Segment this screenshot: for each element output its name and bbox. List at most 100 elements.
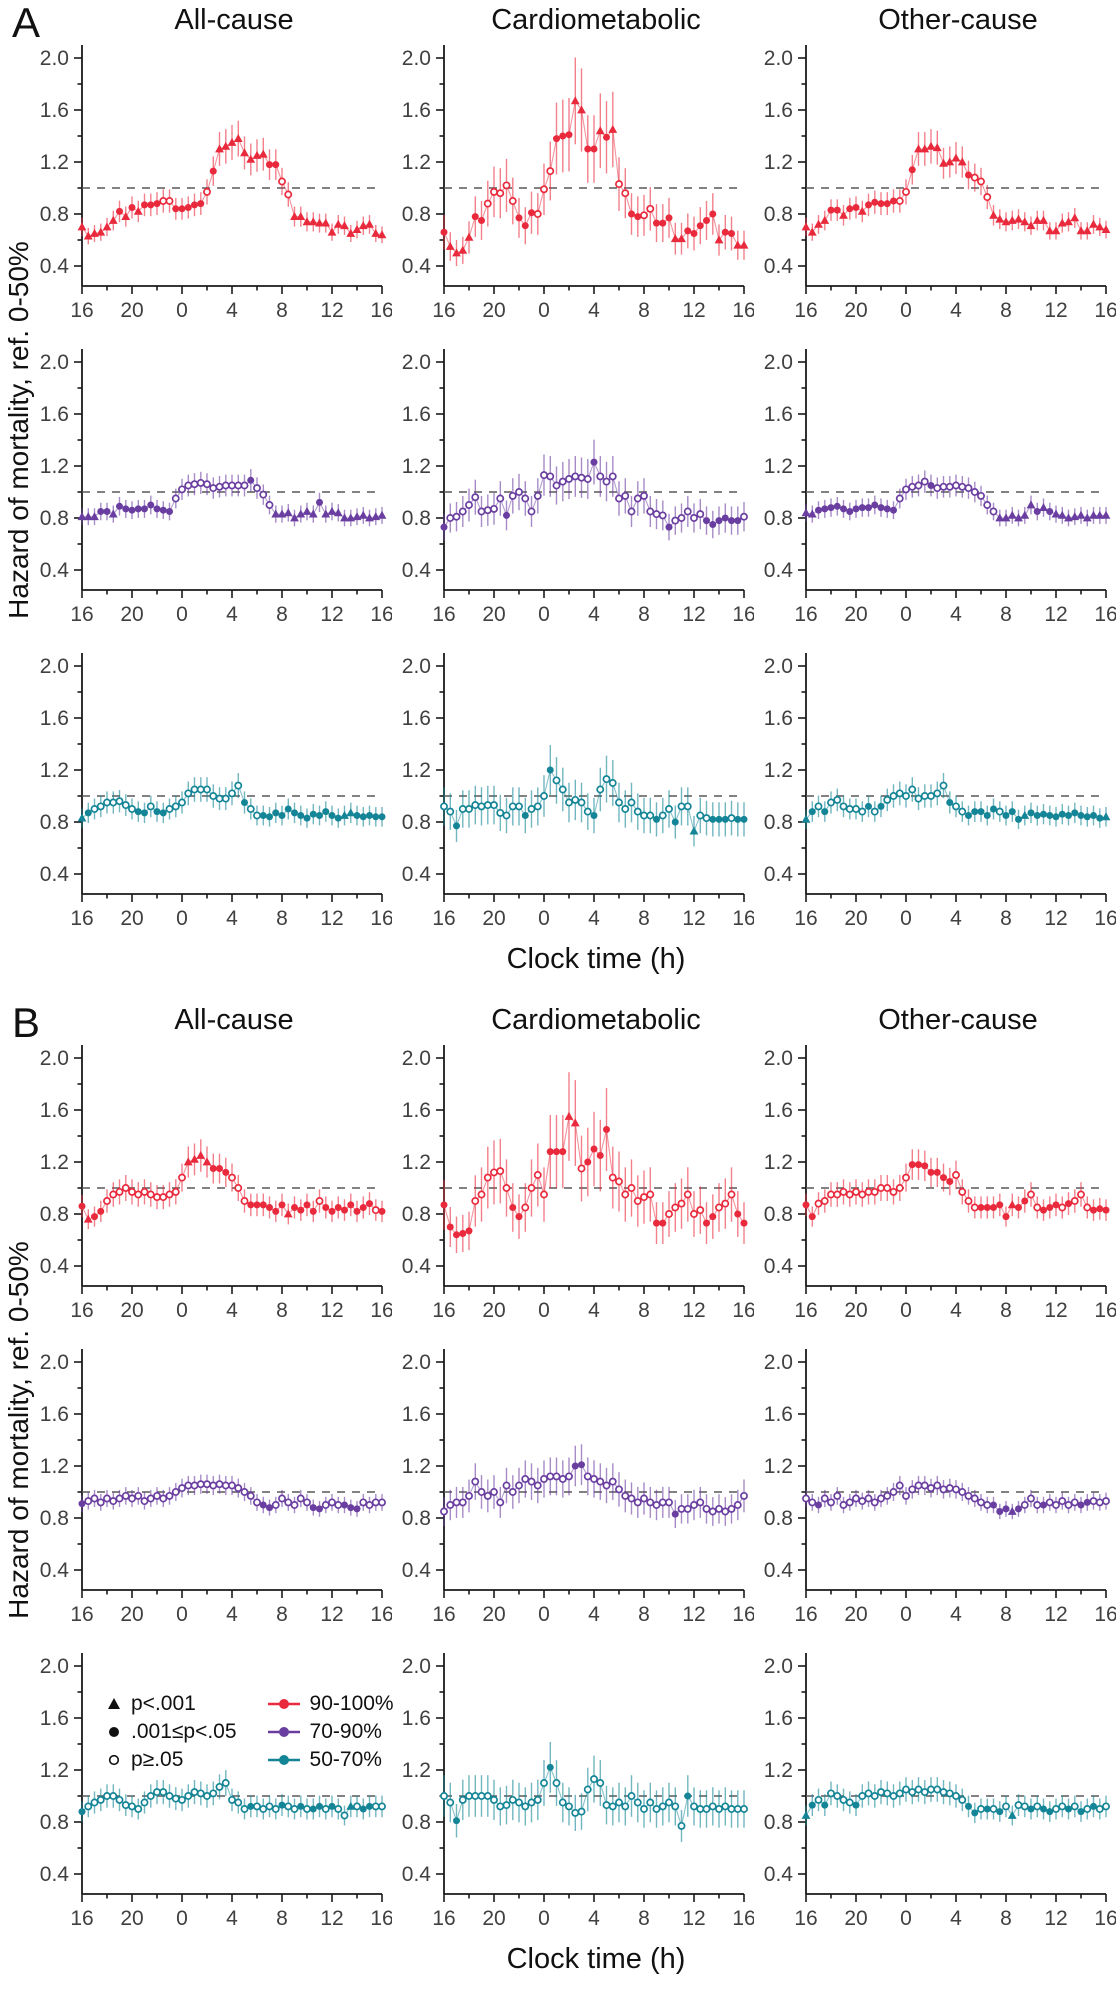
error-bars bbox=[81, 1139, 383, 1230]
subplot-canvas: 0.4 0.8 1.2 1.6 2.0 16 20 0 4 8 12 16 bbox=[402, 1045, 756, 1322]
svg-text:0.8: 0.8 bbox=[764, 1507, 793, 1530]
svg-text:1.2: 1.2 bbox=[764, 151, 793, 174]
error-bars bbox=[443, 57, 745, 266]
svg-text:2.0: 2.0 bbox=[764, 47, 793, 70]
svg-text:20: 20 bbox=[844, 1299, 867, 1322]
svg-text:0: 0 bbox=[900, 603, 912, 626]
svg-text:0.4: 0.4 bbox=[764, 255, 794, 278]
x-axis-tick-labels: 16 20 0 4 8 12 16 bbox=[432, 1603, 755, 1626]
svg-text:2.0: 2.0 bbox=[764, 1047, 793, 1070]
x-axis-ticks bbox=[443, 894, 745, 902]
svg-text:0.8: 0.8 bbox=[40, 811, 69, 834]
plot-grid-b: 0.4 0.8 1.2 1.6 2.0 16 20 0 4 8 12 16 0.4 0.8 1.2 1.6 2.… bbox=[30, 1040, 1118, 1943]
svg-text:2.0: 2.0 bbox=[402, 655, 431, 678]
svg-text:0: 0 bbox=[900, 1907, 912, 1930]
svg-text:8: 8 bbox=[638, 1299, 650, 1322]
subplot-A-90-100%-Other-cause: 0.4 0.8 1.2 1.6 2.0 16 20 0 4 8 12 16 bbox=[754, 40, 1118, 335]
y-axis-tick-labels: 0.4 0.8 1.2 1.6 2.0 bbox=[764, 47, 794, 278]
svg-text:1.6: 1.6 bbox=[402, 1403, 431, 1426]
subplot-canvas: 0.4 0.8 1.2 1.6 2.0 16 20 0 4 8 12 16 bbox=[764, 45, 1118, 322]
svg-text:12: 12 bbox=[320, 1299, 343, 1322]
red-series-swatch-icon bbox=[267, 1699, 300, 1709]
subplot-B-70-90%-Cardiometabolic: 0.4 0.8 1.2 1.6 2.0 16 20 0 4 8 12 16 bbox=[392, 1344, 756, 1639]
x-axis-ticks bbox=[443, 1286, 745, 1294]
svg-text:4: 4 bbox=[226, 299, 238, 322]
svg-text:4: 4 bbox=[226, 1907, 238, 1930]
series-markers bbox=[78, 1150, 386, 1223]
subplot-A-90-100%-All-cause: 0.4 0.8 1.2 1.6 2.0 16 20 0 4 8 12 16 bbox=[30, 40, 394, 335]
subplot-B-50-70%-Cardiometabolic: 0.4 0.8 1.2 1.6 2.0 16 20 0 4 8 12 16 bbox=[392, 1648, 756, 1943]
subplot-canvas: 0.4 0.8 1.2 1.6 2.0 16 20 0 4 8 12 16 bbox=[764, 1349, 1118, 1626]
legend-item-pns: p≥.05 bbox=[106, 1746, 237, 1774]
svg-text:16: 16 bbox=[432, 1603, 455, 1626]
svg-text:16: 16 bbox=[432, 1907, 455, 1930]
svg-text:16: 16 bbox=[794, 1299, 817, 1322]
subplot-A-70-90%-Cardiometabolic: 0.4 0.8 1.2 1.6 2.0 16 20 0 4 8 12 16 bbox=[392, 344, 756, 639]
svg-text:1.2: 1.2 bbox=[40, 151, 69, 174]
svg-text:16: 16 bbox=[794, 907, 817, 930]
svg-text:2.0: 2.0 bbox=[764, 351, 793, 374]
svg-text:20: 20 bbox=[844, 603, 867, 626]
x-axis-ticks bbox=[805, 1286, 1107, 1294]
subplot-canvas: 0.4 0.8 1.2 1.6 2.0 16 20 0 4 8 12 16 bbox=[402, 653, 756, 930]
series-markers bbox=[801, 1785, 1110, 1819]
svg-text:1.6: 1.6 bbox=[40, 99, 69, 122]
svg-text:0.8: 0.8 bbox=[764, 1203, 793, 1226]
svg-text:8: 8 bbox=[1000, 299, 1012, 322]
x-axis-ticks bbox=[81, 894, 383, 902]
svg-text:8: 8 bbox=[276, 1907, 288, 1930]
svg-text:0: 0 bbox=[538, 603, 550, 626]
svg-text:1.6: 1.6 bbox=[764, 1099, 793, 1122]
svg-text:16: 16 bbox=[370, 1603, 392, 1626]
svg-text:4: 4 bbox=[226, 1299, 238, 1322]
svg-text:12: 12 bbox=[1044, 299, 1067, 322]
axes bbox=[81, 349, 382, 591]
svg-text:1.2: 1.2 bbox=[40, 1151, 69, 1174]
x-axis-tick-labels: 16 20 0 4 8 12 16 bbox=[432, 1907, 755, 1930]
svg-text:1.6: 1.6 bbox=[764, 99, 793, 122]
x-axis-tick-labels: 16 20 0 4 8 12 16 bbox=[70, 299, 393, 322]
svg-text:12: 12 bbox=[1044, 1603, 1067, 1626]
svg-text:0: 0 bbox=[900, 1299, 912, 1322]
svg-text:16: 16 bbox=[370, 1299, 392, 1322]
svg-text:16: 16 bbox=[432, 603, 455, 626]
svg-text:20: 20 bbox=[482, 907, 505, 930]
svg-text:2.0: 2.0 bbox=[764, 655, 793, 678]
y-axis-label-a: Hazard of mortality, ref. 0-50% bbox=[3, 241, 34, 619]
svg-text:0.8: 0.8 bbox=[40, 507, 69, 530]
svg-text:4: 4 bbox=[226, 1603, 238, 1626]
subplot-canvas: 0.4 0.8 1.2 1.6 2.0 16 20 0 4 8 12 16 bbox=[40, 349, 394, 626]
svg-text:0.4: 0.4 bbox=[40, 863, 70, 886]
y-axis-tick-labels: 0.4 0.8 1.2 1.6 2.0 bbox=[764, 1351, 794, 1582]
y-axis-ticks bbox=[74, 361, 82, 571]
error-bars bbox=[443, 1444, 745, 1529]
svg-text:1.6: 1.6 bbox=[40, 1707, 69, 1730]
error-bars bbox=[805, 773, 1107, 829]
x-axis-ticks bbox=[81, 1286, 383, 1294]
svg-text:1.2: 1.2 bbox=[764, 1151, 793, 1174]
series-markers bbox=[440, 766, 748, 835]
svg-text:16: 16 bbox=[794, 1907, 817, 1930]
svg-text:1.2: 1.2 bbox=[40, 1455, 69, 1478]
svg-text:12: 12 bbox=[682, 299, 705, 322]
x-axis-tick-labels: 16 20 0 4 8 12 16 bbox=[432, 907, 755, 930]
svg-text:8: 8 bbox=[638, 1907, 650, 1930]
svg-text:1.2: 1.2 bbox=[40, 1759, 69, 1782]
svg-text:12: 12 bbox=[320, 907, 343, 930]
svg-text:12: 12 bbox=[320, 603, 343, 626]
svg-text:4: 4 bbox=[588, 1907, 600, 1930]
svg-text:0.4: 0.4 bbox=[40, 1255, 70, 1278]
subplot-canvas: 0.4 0.8 1.2 1.6 2.0 16 20 0 4 8 12 16 bbox=[764, 653, 1118, 930]
subplot-B-50-70%-All-cause: 0.4 0.8 1.2 1.6 2.0 16 20 0 4 8 12 16 bbox=[30, 1648, 394, 1943]
svg-text:0.8: 0.8 bbox=[40, 1203, 69, 1226]
svg-text:16: 16 bbox=[70, 1299, 93, 1322]
y-axis-tick-labels: 0.4 0.8 1.2 1.6 2.0 bbox=[764, 351, 794, 582]
svg-text:12: 12 bbox=[1044, 1907, 1067, 1930]
svg-text:0: 0 bbox=[176, 603, 188, 626]
svg-text:8: 8 bbox=[1000, 1299, 1012, 1322]
svg-text:0.4: 0.4 bbox=[764, 863, 794, 886]
y-axis-tick-labels: 0.4 0.8 1.2 1.6 2.0 bbox=[402, 1047, 432, 1278]
subplot-canvas: 0.4 0.8 1.2 1.6 2.0 16 20 0 4 8 12 16 bbox=[764, 1653, 1118, 1930]
svg-text:8: 8 bbox=[1000, 907, 1012, 930]
